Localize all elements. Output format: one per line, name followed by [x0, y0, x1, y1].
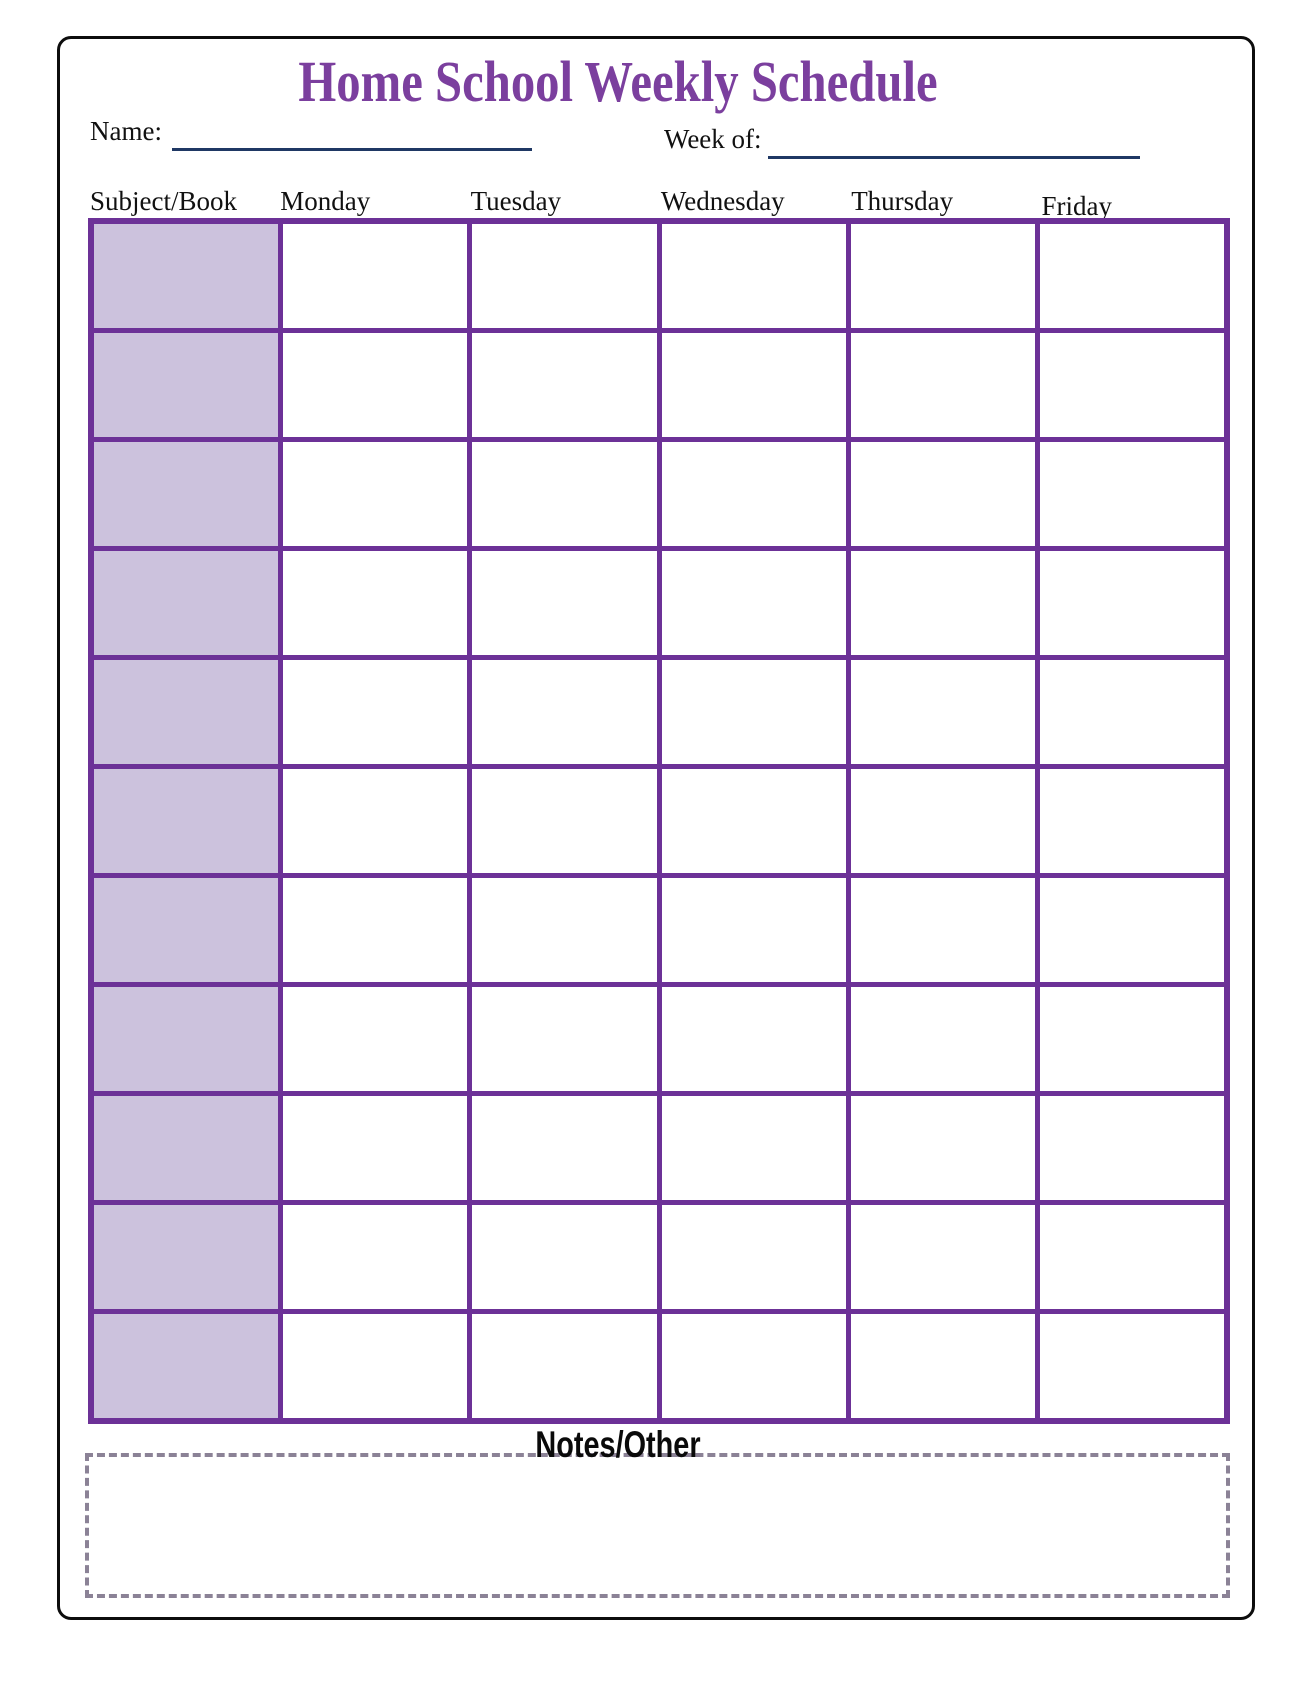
- schedule-cell[interactable]: [283, 551, 468, 655]
- name-label: Name:: [90, 116, 162, 146]
- subject-cell[interactable]: [94, 442, 279, 546]
- subject-cell[interactable]: [94, 1314, 279, 1418]
- schedule-cell[interactable]: [850, 224, 1035, 328]
- subject-cell[interactable]: [94, 987, 279, 1091]
- schedule-cell[interactable]: [850, 769, 1035, 873]
- subject-cell[interactable]: [94, 224, 279, 328]
- schedule-cell[interactable]: [850, 987, 1035, 1091]
- schedule-cell[interactable]: [472, 987, 657, 1091]
- schedule-cell[interactable]: [1039, 1205, 1224, 1309]
- schedule-cell[interactable]: [283, 333, 468, 437]
- schedule-cell[interactable]: [472, 224, 657, 328]
- schedule-cell[interactable]: [850, 1314, 1035, 1418]
- schedule-cell[interactable]: [472, 660, 657, 764]
- notes-label: Notes/Other: [535, 1424, 701, 1465]
- schedule-cell[interactable]: [661, 1096, 846, 1200]
- header-wednesday: Wednesday: [660, 186, 785, 216]
- schedule-cell[interactable]: [850, 333, 1035, 437]
- schedule-cell[interactable]: [1039, 333, 1224, 437]
- subject-cell[interactable]: [94, 333, 279, 437]
- schedule-cell[interactable]: [661, 1314, 846, 1418]
- schedule-cell[interactable]: [850, 660, 1035, 764]
- schedule-cell[interactable]: [472, 878, 657, 982]
- name-input-line[interactable]: [172, 148, 532, 151]
- schedule-cell[interactable]: [1039, 660, 1224, 764]
- schedule-cell[interactable]: [283, 769, 468, 873]
- header-monday: Monday: [280, 186, 371, 216]
- schedule-cell[interactable]: [283, 442, 468, 546]
- schedule-cell[interactable]: [472, 1314, 657, 1418]
- notes-input-area[interactable]: [85, 1453, 1230, 1598]
- schedule-cell[interactable]: [283, 987, 468, 1091]
- subject-cell[interactable]: [94, 769, 279, 873]
- schedule-cell[interactable]: [283, 878, 468, 982]
- week-of-label: Week of:: [664, 124, 762, 154]
- schedule-cell[interactable]: [661, 333, 846, 437]
- schedule-cell[interactable]: [661, 551, 846, 655]
- schedule-cell[interactable]: [850, 878, 1035, 982]
- subject-cell[interactable]: [94, 1205, 279, 1309]
- schedule-cell[interactable]: [1039, 1314, 1224, 1418]
- page-title: Home School Weekly Schedule: [298, 49, 938, 114]
- subject-cell[interactable]: [94, 1096, 279, 1200]
- schedule-cell[interactable]: [283, 1096, 468, 1200]
- schedule-cell[interactable]: [283, 660, 468, 764]
- schedule-cell[interactable]: [661, 660, 846, 764]
- schedule-cell[interactable]: [472, 442, 657, 546]
- schedule-cell[interactable]: [661, 769, 846, 873]
- schedule-cell[interactable]: [283, 1205, 468, 1309]
- column-headers: Subject/Book Monday Tuesday Wednesday Th…: [88, 186, 1230, 221]
- schedule-cell[interactable]: [283, 224, 468, 328]
- schedule-cell[interactable]: [1039, 551, 1224, 655]
- schedule-cell[interactable]: [661, 878, 846, 982]
- schedule-cell[interactable]: [472, 333, 657, 437]
- schedule-cell[interactable]: [661, 1205, 846, 1309]
- schedule-cell[interactable]: [850, 1205, 1035, 1309]
- schedule-cell[interactable]: [472, 551, 657, 655]
- header-tuesday: Tuesday: [470, 186, 562, 216]
- schedule-cell[interactable]: [1039, 1096, 1224, 1200]
- schedule-cell[interactable]: [661, 987, 846, 1091]
- schedule-cell[interactable]: [472, 1205, 657, 1309]
- schedule-cell[interactable]: [283, 1314, 468, 1418]
- schedule-cell[interactable]: [1039, 878, 1224, 982]
- schedule-cell[interactable]: [850, 551, 1035, 655]
- schedule-cell[interactable]: [661, 224, 846, 328]
- schedule-cell[interactable]: [472, 769, 657, 873]
- schedule-cell[interactable]: [1039, 769, 1224, 873]
- subject-cell[interactable]: [94, 660, 279, 764]
- schedule-cell[interactable]: [1039, 987, 1224, 1091]
- week-of-input-line[interactable]: [768, 156, 1140, 159]
- header-friday: Friday: [1041, 191, 1112, 221]
- schedule-cell[interactable]: [1039, 224, 1224, 328]
- schedule-cell[interactable]: [472, 1096, 657, 1200]
- header-thursday: Thursday: [851, 186, 954, 216]
- schedule-table: [88, 218, 1230, 1424]
- page-border: [57, 36, 1255, 1620]
- schedule-cell[interactable]: [1039, 442, 1224, 546]
- header-subject-book: Subject/Book: [90, 186, 237, 216]
- schedule-cell[interactable]: [850, 442, 1035, 546]
- schedule-cell[interactable]: [850, 1096, 1035, 1200]
- subject-cell[interactable]: [94, 551, 279, 655]
- schedule-cell[interactable]: [661, 442, 846, 546]
- subject-cell[interactable]: [94, 878, 279, 982]
